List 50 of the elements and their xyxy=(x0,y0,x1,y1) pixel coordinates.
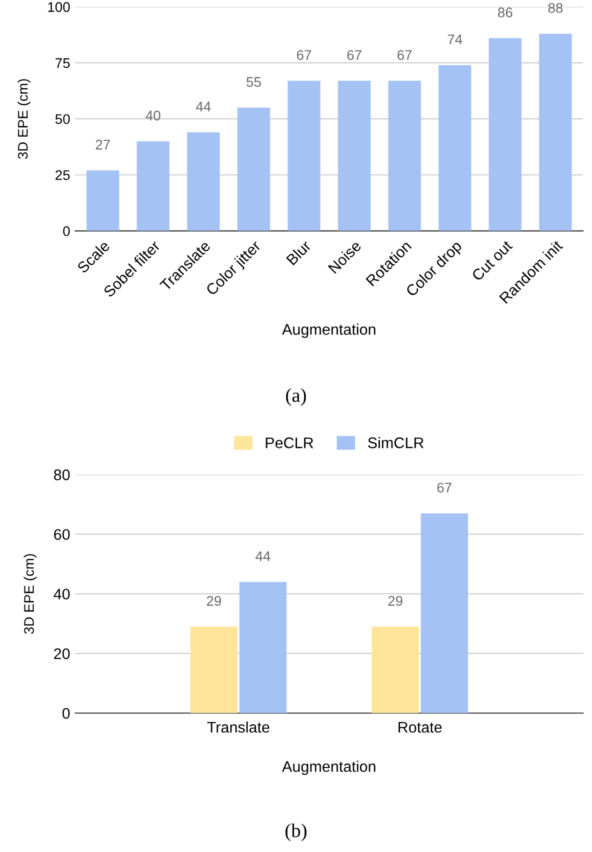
data-label: 67 xyxy=(437,482,452,493)
x-axis-title: Augmentation xyxy=(282,760,376,775)
x-tick-label: Rotate xyxy=(398,722,442,733)
x-tick-label: Cut out xyxy=(471,240,514,282)
bar xyxy=(190,626,238,714)
y-tick-label: 20 xyxy=(54,648,70,660)
bar xyxy=(388,80,421,231)
bar xyxy=(288,80,320,231)
x-axis-title: Augmentation xyxy=(282,324,376,338)
data-label: 86 xyxy=(498,8,512,18)
y-tick-label: 80 xyxy=(54,469,70,480)
bar xyxy=(539,34,572,231)
bar xyxy=(420,513,468,714)
bar xyxy=(338,80,371,231)
bar xyxy=(86,170,120,231)
y-tick-label: 25 xyxy=(56,170,70,180)
y-axis-title: 3D EPE (cm) xyxy=(24,554,37,634)
x-tick-label: Translate xyxy=(207,721,270,733)
text: (b) xyxy=(286,824,306,842)
legend-label: PeCLR xyxy=(266,437,314,448)
y-tick-label: 60 xyxy=(54,529,70,540)
data-label: 44 xyxy=(256,551,270,561)
legend-label: SimCLR xyxy=(368,437,424,448)
data-label: 27 xyxy=(96,140,110,150)
data-label: 29 xyxy=(388,596,402,606)
y-tick-label: 100 xyxy=(48,2,70,12)
data-label: 67 xyxy=(398,50,412,60)
data-label: 55 xyxy=(246,77,261,87)
data-label: 74 xyxy=(448,34,462,44)
data-label: 29 xyxy=(206,596,221,606)
bar xyxy=(237,108,270,231)
bar xyxy=(488,38,522,231)
bar xyxy=(187,132,220,231)
data-label: 67 xyxy=(347,50,362,60)
bar xyxy=(438,65,472,231)
y-tick-label: 0 xyxy=(63,226,70,236)
y-tick-label: 0 xyxy=(62,708,70,719)
bar xyxy=(372,626,419,714)
y-axis-title: 3D EPE (cm) xyxy=(18,79,30,159)
x-tick-label: Blur xyxy=(286,239,312,266)
y-tick-label: 50 xyxy=(55,114,70,124)
data-label: 44 xyxy=(196,102,211,112)
text: (a) xyxy=(286,388,306,406)
y-tick-label: 75 xyxy=(56,58,70,68)
bar xyxy=(136,141,170,231)
data-label: 40 xyxy=(146,110,160,120)
bar xyxy=(239,582,287,714)
data-label: 88 xyxy=(548,3,563,13)
y-tick-label: 40 xyxy=(54,588,70,600)
data-label: 67 xyxy=(296,50,312,60)
